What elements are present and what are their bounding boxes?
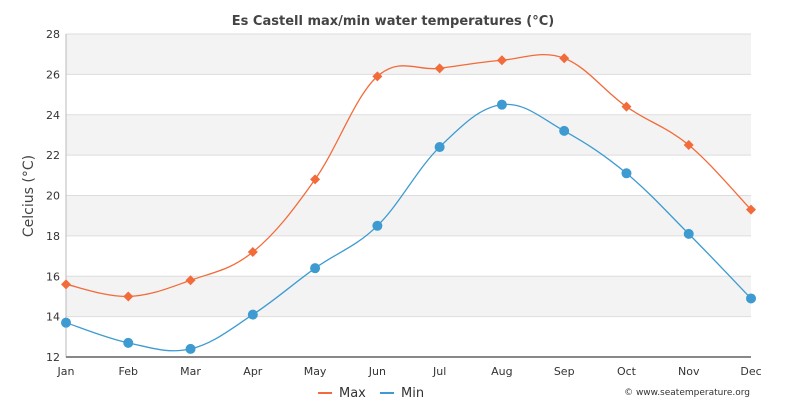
y-tick-label: 28 xyxy=(46,28,60,41)
y-tick-label: 16 xyxy=(46,270,60,283)
x-tick-label: Feb xyxy=(119,365,138,378)
data-point-max[interactable] xyxy=(372,71,383,82)
y-tick-label: 22 xyxy=(46,149,60,162)
gridlines xyxy=(65,33,751,358)
data-point-max[interactable] xyxy=(185,275,196,286)
credit-text: © www.seatemperature.org xyxy=(624,388,750,398)
x-tick-label: Aug xyxy=(491,365,512,378)
data-point-min[interactable] xyxy=(683,228,694,239)
data-point-max[interactable] xyxy=(683,140,694,151)
data-point-min[interactable] xyxy=(621,168,632,179)
x-axis-ticks: Jan Feb Mar Apr May Jun Jul Aug Sep Oct Nov Dec xyxy=(57,365,762,378)
series-min xyxy=(61,99,756,354)
legend-item-min[interactable]: Min xyxy=(380,386,424,401)
data-point-min[interactable] xyxy=(746,293,756,304)
data-point-max[interactable] xyxy=(247,247,258,258)
series-max xyxy=(61,53,756,302)
y-tick-label: 14 xyxy=(46,311,60,324)
data-point-max[interactable] xyxy=(746,204,756,215)
data-point-min[interactable] xyxy=(496,99,507,110)
y-tick-label: 20 xyxy=(46,190,60,203)
data-point-min[interactable] xyxy=(123,337,134,348)
legend-label: Max xyxy=(339,386,366,401)
grid-band xyxy=(66,114,751,156)
grid-bands xyxy=(66,34,751,357)
legend-label: Min xyxy=(401,386,424,401)
data-point-max[interactable] xyxy=(496,55,507,66)
x-tick-label: Oct xyxy=(617,365,637,378)
grid-band xyxy=(66,195,751,236)
data-point-max[interactable] xyxy=(61,279,71,290)
data-point-min[interactable] xyxy=(434,142,445,153)
legend: Max Min xyxy=(318,386,424,401)
y-tick-label: 12 xyxy=(46,351,60,364)
grid-band xyxy=(66,276,751,317)
data-point-max[interactable] xyxy=(621,101,632,112)
data-point-min[interactable] xyxy=(185,343,196,354)
data-point-min[interactable] xyxy=(372,220,383,231)
y-axis-ticks: 12 14 16 18 20 22 24 26 28 xyxy=(46,28,60,364)
y-tick-label: 26 xyxy=(46,68,60,81)
x-tick-label: Jul xyxy=(432,365,446,378)
x-tick-label: May xyxy=(304,365,327,378)
data-point-max[interactable] xyxy=(559,53,570,64)
x-tick-label: Jun xyxy=(368,365,386,378)
series-layer xyxy=(61,53,756,354)
y-axis-label: Celcius (°C) xyxy=(21,155,37,237)
x-tick-label: Dec xyxy=(740,365,761,378)
data-point-max[interactable] xyxy=(310,174,321,185)
x-tick-label: Apr xyxy=(243,365,263,378)
y-tick-label: 24 xyxy=(46,109,60,122)
chart-title: Es Castell max/min water temperatures (°… xyxy=(232,14,554,29)
data-point-max[interactable] xyxy=(434,63,445,74)
y-tick-label: 18 xyxy=(46,230,60,243)
data-point-min[interactable] xyxy=(559,125,570,136)
x-tick-label: Nov xyxy=(678,365,700,378)
data-point-min[interactable] xyxy=(310,263,321,274)
grid-band xyxy=(66,74,751,115)
data-point-min[interactable] xyxy=(247,309,258,320)
x-tick-label: Sep xyxy=(554,365,575,378)
grid-band xyxy=(66,34,751,75)
data-point-min[interactable] xyxy=(61,317,71,328)
x-tick-label: Jan xyxy=(57,365,75,378)
legend-item-max[interactable]: Max xyxy=(318,386,366,401)
grid-band xyxy=(66,235,751,277)
data-point-max[interactable] xyxy=(123,291,134,302)
x-tick-label: Mar xyxy=(180,365,201,378)
grid-band xyxy=(66,155,751,196)
